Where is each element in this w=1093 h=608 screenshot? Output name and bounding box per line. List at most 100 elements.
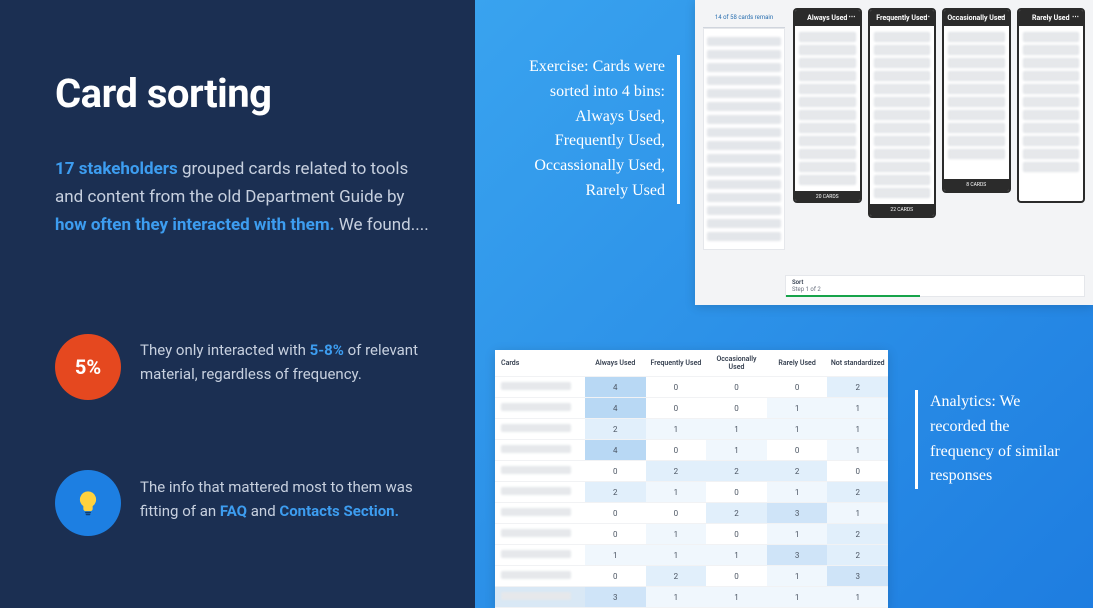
heat-col: Not standardized — [827, 350, 888, 377]
bin-card — [874, 123, 931, 133]
heat-cell: 1 — [706, 419, 767, 440]
analytics-callout: Analytics: We recorded the frequency of … — [915, 390, 1070, 489]
intro-lead: 17 stakeholders — [55, 159, 178, 179]
bin-card — [1023, 97, 1080, 107]
heat-cell: 0 — [585, 566, 646, 587]
bin-card — [799, 162, 856, 172]
heat-cell: 0 — [706, 566, 767, 587]
row-label-cell — [495, 503, 585, 524]
heat-cell: 0 — [706, 524, 767, 545]
heat-cell: 1 — [646, 545, 707, 566]
table-row: 01012 — [495, 524, 888, 545]
bin: Always Used 20 CARDS — [793, 8, 862, 203]
heat-cell: 2 — [827, 524, 888, 545]
stat2-mid: and — [247, 502, 279, 520]
bin-card — [799, 175, 856, 185]
table-row: 40002 — [495, 377, 888, 398]
heatmap-table: CardsAlways UsedFrequently UsedOccasiona… — [495, 350, 888, 608]
heat-cell: 0 — [646, 398, 707, 419]
bin-card — [1023, 123, 1080, 133]
heat-cell: 2 — [585, 482, 646, 503]
unsorted-list — [703, 28, 785, 250]
bin-card — [1023, 149, 1080, 159]
heatmap-header-row: CardsAlways UsedFrequently UsedOccasiona… — [495, 350, 888, 377]
bin-card — [799, 45, 856, 55]
heat-cell: 2 — [827, 482, 888, 503]
bin-card — [799, 84, 856, 94]
table-row: 00231 — [495, 503, 888, 524]
heat-cell: 0 — [706, 482, 767, 503]
unsorted-card — [707, 128, 781, 137]
unsorted-card — [707, 167, 781, 176]
lightbulb-icon-badge — [55, 470, 121, 536]
row-label-blur — [501, 487, 571, 495]
bin-card — [1023, 84, 1080, 94]
sort-progress-fill — [786, 295, 920, 297]
table-row: 02220 — [495, 461, 888, 482]
heat-cell: 1 — [827, 503, 888, 524]
table-row: 11132 — [495, 545, 888, 566]
sort-sub-text: Step 1 of 2 — [792, 286, 821, 293]
row-label-blur — [501, 445, 571, 453]
card-sort-screenshot: 14 of 58 cards remain Always Used20 CARD… — [695, 0, 1093, 305]
row-label-blur — [501, 571, 571, 579]
bin-card — [874, 84, 931, 94]
bin-card — [799, 32, 856, 42]
intro-highlight: how often they interacted with them. — [55, 215, 335, 235]
bin-card — [874, 97, 931, 107]
heat-cell: 0 — [706, 398, 767, 419]
heat-col-cards: Cards — [495, 350, 585, 377]
stat2-hl1: FAQ — [220, 502, 247, 520]
stat1-text: They only interacted with 5-8% of releva… — [140, 338, 440, 386]
stat1-pre: They only interacted with — [140, 341, 310, 359]
bin-header: Occasionally Used — [944, 10, 1009, 26]
table-row: 40011 — [495, 398, 888, 419]
heat-col: Occasionally Used — [706, 350, 767, 377]
bin-card — [948, 58, 1005, 68]
row-label-blur — [501, 424, 571, 432]
heat-cell: 3 — [827, 566, 888, 587]
bin-card — [799, 58, 856, 68]
unsorted-card — [707, 180, 781, 189]
bin-header: Always Used — [795, 10, 860, 26]
row-label-cell — [495, 377, 585, 398]
slide-heading: Card sorting — [55, 70, 271, 117]
row-label-cell — [495, 545, 585, 566]
bin-card — [874, 188, 931, 198]
row-label-blur — [501, 403, 571, 411]
sort-label-text: Sort — [792, 279, 821, 286]
bin-card — [1023, 71, 1080, 81]
heat-col: Always Used — [585, 350, 646, 377]
table-row: 31111 — [495, 587, 888, 608]
unsorted-card — [707, 63, 781, 72]
heat-cell: 1 — [827, 398, 888, 419]
bin-card — [874, 71, 931, 81]
heat-cell: 0 — [827, 461, 888, 482]
bin: Rarely Used — [1017, 8, 1086, 203]
bin-card — [1023, 58, 1080, 68]
row-label-cell — [495, 524, 585, 545]
bin-card — [948, 71, 1005, 81]
row-label-blur — [501, 382, 571, 390]
bin-card — [948, 45, 1005, 55]
bin-body — [795, 26, 860, 191]
bin-card — [799, 149, 856, 159]
heat-cell: 0 — [585, 461, 646, 482]
bin-body — [944, 26, 1009, 179]
row-label-cell — [495, 566, 585, 587]
table-row: 21012 — [495, 482, 888, 503]
stat-badge-label: 5% — [75, 355, 101, 379]
heat-cell: 1 — [706, 587, 767, 608]
sort-progress-bar: Sort Step 1 of 2 — [785, 275, 1085, 297]
unsorted-card — [707, 141, 781, 150]
heat-cell: 1 — [767, 419, 828, 440]
heat-cell: 3 — [767, 503, 828, 524]
bin-card — [874, 32, 931, 42]
heat-cell: 2 — [646, 461, 707, 482]
bin-card — [1023, 32, 1080, 42]
unsorted-card — [707, 219, 781, 228]
heat-cell: 2 — [767, 461, 828, 482]
heat-cell: 0 — [585, 503, 646, 524]
bin-card — [874, 58, 931, 68]
bin-footer: 20 CARDS — [795, 191, 860, 203]
